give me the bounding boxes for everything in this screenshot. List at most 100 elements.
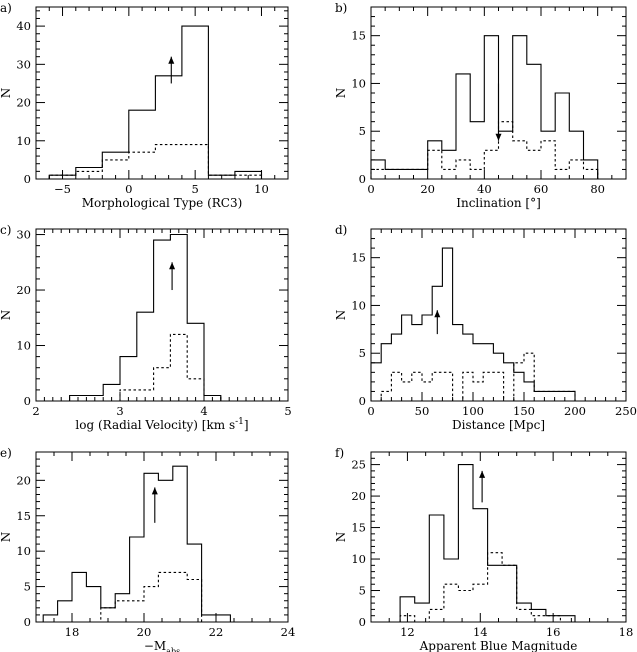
- x-tick-label: 22: [209, 625, 224, 639]
- dashed-histogram-series: [43, 571, 231, 623]
- x-tick-label: 12: [400, 625, 415, 639]
- x-axis-label-main: Morphological Type (RC3): [82, 196, 243, 210]
- y-tick-label: 0: [24, 394, 31, 408]
- solid-histogram-series: [42, 465, 231, 622]
- dashed-histogram-series: [371, 352, 576, 402]
- y-tick-label: 20: [16, 283, 31, 297]
- solid-histogram-series: [48, 25, 263, 179]
- x-tick-label: 60: [534, 182, 549, 196]
- y-axis-label: N: [334, 88, 348, 99]
- x-axis-label: Apparent Blue Magnitude: [419, 639, 578, 652]
- mean-arrow-icon: [168, 56, 175, 84]
- y-tick-label: 15: [351, 29, 366, 43]
- x-tick-label: −5: [54, 182, 71, 196]
- x-tick-label: 200: [564, 404, 586, 418]
- x-axis-label-subscript: abs: [166, 647, 180, 652]
- panel-a: a) −5 0 5 10 0 10 20 30 40 Morphological Type (RC3…: [0, 1, 289, 210]
- y-tick-label: 5: [359, 124, 366, 138]
- y-tick-label: 0: [24, 615, 31, 629]
- x-tick-label: 24: [281, 625, 296, 639]
- plot-frame: [35, 228, 289, 402]
- x-tick-label: 250: [615, 404, 637, 418]
- x-tick-label: 10: [254, 182, 269, 196]
- mean-arrow-icon: [434, 310, 441, 335]
- y-tick-label: 0: [359, 615, 366, 629]
- x-axis-label-superscript: -1: [235, 417, 244, 427]
- y-tick-label: 10: [351, 552, 366, 566]
- x-tick-label: 5: [284, 404, 291, 418]
- x-axis-label: log (Radial Velocity) [km s-1]: [75, 417, 248, 432]
- y-tick-label: 30: [16, 228, 31, 242]
- panel-label: b): [335, 1, 347, 15]
- x-tick-label: 14: [473, 625, 488, 639]
- y-tick-label: 10: [16, 339, 31, 353]
- y-tick-label: 10: [351, 76, 366, 90]
- y-axis-label: N: [334, 532, 348, 543]
- y-tick-label: 15: [16, 509, 31, 523]
- panel-label: d): [335, 223, 347, 237]
- x-axis-label: Inclination [°]: [456, 196, 541, 210]
- x-tick-label: 80: [590, 182, 605, 196]
- y-tick-label: 10: [351, 298, 366, 312]
- x-tick-label: 18: [65, 625, 80, 639]
- y-tick-label: 40: [16, 19, 31, 33]
- y-tick-label: 20: [16, 473, 31, 487]
- mean-arrow-icon: [151, 487, 158, 523]
- x-tick-label: 40: [477, 182, 492, 196]
- y-axis-label: N: [0, 532, 13, 543]
- x-tick-label: 100: [462, 404, 484, 418]
- panel-b: b) 0 20 40 60 80 0 5 10 15 Inclination [°] N: [334, 1, 627, 210]
- x-tick-label: 150: [513, 404, 535, 418]
- x-axis-label-main: Inclination [°]: [456, 196, 541, 210]
- y-axis-label: N: [334, 310, 348, 321]
- y-axis-label: N: [0, 88, 13, 99]
- x-tick-label: 20: [420, 182, 435, 196]
- solid-histogram-series: [370, 247, 576, 401]
- dashed-histogram-series: [48, 144, 263, 179]
- dashed-histogram-series: [399, 552, 590, 623]
- panel-c: c) 2 3 4 5 0 10 20 30 log (Radial Velocity) [km s…: [0, 223, 292, 432]
- x-axis-label-main: Distance [Mpc]: [452, 418, 545, 432]
- y-tick-label: 5: [359, 346, 366, 360]
- y-tick-label: 5: [359, 584, 366, 598]
- x-tick-label: 16: [546, 625, 561, 639]
- solid-histogram-series: [370, 35, 599, 179]
- panel-label: c): [0, 223, 11, 237]
- y-tick-label: 25: [351, 458, 366, 472]
- x-axis-label: −Mabs: [144, 639, 180, 652]
- mean-arrow-icon: [169, 262, 176, 291]
- x-tick-label: 5: [191, 182, 198, 196]
- y-tick-label: 30: [16, 57, 31, 71]
- x-axis-label: Morphological Type (RC3): [82, 196, 243, 210]
- y-tick-label: 0: [24, 172, 31, 186]
- y-tick-label: 0: [359, 394, 366, 408]
- x-axis-label-main: log (Radial Velocity) [km s: [75, 418, 235, 432]
- mean-arrow-icon: [495, 83, 502, 141]
- y-axis-label: N: [0, 310, 13, 321]
- x-axis-label-end: ]: [244, 418, 249, 432]
- y-tick-label: 5: [24, 580, 31, 594]
- y-tick-label: 20: [16, 96, 31, 110]
- y-tick-label: 15: [351, 521, 366, 535]
- solid-histogram-series: [399, 464, 590, 623]
- panel-f: f) 12 14 16 18 0 5 10 15 20 25 Apparent Blue Magnit…: [334, 446, 633, 652]
- solid-histogram-series: [69, 233, 222, 401]
- x-axis-label: Distance [Mpc]: [452, 418, 545, 432]
- y-tick-label: 15: [351, 251, 366, 265]
- x-tick-label: 0: [125, 182, 132, 196]
- panel-d: d) 0 50 100 150 200 250 0 5 10 15 Distance [Mpc] N: [334, 223, 637, 432]
- plot-frame: [35, 6, 289, 180]
- panel-label: e): [0, 446, 12, 460]
- x-axis-label-main: −M: [144, 639, 166, 652]
- x-tick-label: 3: [116, 404, 123, 418]
- x-tick-label: 0: [367, 182, 374, 196]
- panel-label: f): [335, 446, 344, 460]
- y-tick-label: 10: [16, 544, 31, 558]
- y-tick-label: 10: [16, 134, 31, 148]
- x-tick-label: 50: [415, 404, 430, 418]
- plot-frame: [35, 451, 289, 623]
- panel-label: a): [0, 1, 12, 15]
- x-tick-label: 4: [200, 404, 207, 418]
